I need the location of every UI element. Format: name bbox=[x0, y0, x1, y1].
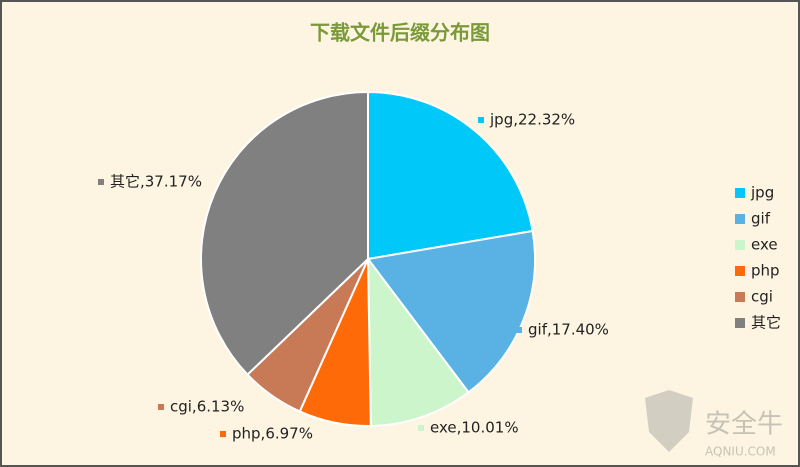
data-label-marker bbox=[418, 425, 424, 431]
legend-label: gif bbox=[751, 210, 771, 228]
data-label: gif,17.40% bbox=[528, 321, 609, 339]
watermark-name: 安全牛 bbox=[705, 410, 783, 440]
pie-slice bbox=[200, 90, 369, 377]
pie-slice bbox=[366, 229, 536, 394]
watermark: 安全牛 AQNIU.COM bbox=[645, 390, 783, 459]
watermark-logo bbox=[645, 390, 693, 452]
legend-label: php bbox=[751, 262, 780, 280]
pie-slice bbox=[367, 90, 534, 261]
data-label: php,6.97% bbox=[232, 425, 313, 443]
data-label-marker bbox=[98, 179, 104, 185]
data-label: 其它,37.17% bbox=[110, 173, 202, 191]
legend-swatch bbox=[735, 214, 745, 224]
legend-label: exe bbox=[751, 236, 778, 254]
legend-swatch bbox=[735, 318, 745, 328]
data-label: exe,10.01% bbox=[430, 419, 519, 437]
data-label-marker bbox=[516, 327, 522, 333]
data-label: jpg,22.32% bbox=[489, 111, 575, 129]
data-label-marker bbox=[158, 404, 164, 410]
legend-swatch bbox=[735, 240, 745, 250]
legend-label: 其它 bbox=[751, 314, 781, 332]
legend-swatch bbox=[735, 292, 745, 302]
watermark-site: AQNIU.COM bbox=[705, 445, 776, 459]
legend-swatch bbox=[735, 188, 745, 198]
legend-label: cgi bbox=[751, 288, 773, 306]
pie-slice bbox=[366, 255, 470, 427]
data-label-marker bbox=[478, 117, 484, 123]
data-label: cgi,6.13% bbox=[170, 398, 244, 416]
legend-label: jpg bbox=[750, 184, 774, 202]
legend-swatch bbox=[735, 266, 745, 276]
data-label-marker bbox=[220, 431, 226, 437]
chart-title: 下载文件后缀分布图 bbox=[310, 21, 490, 45]
